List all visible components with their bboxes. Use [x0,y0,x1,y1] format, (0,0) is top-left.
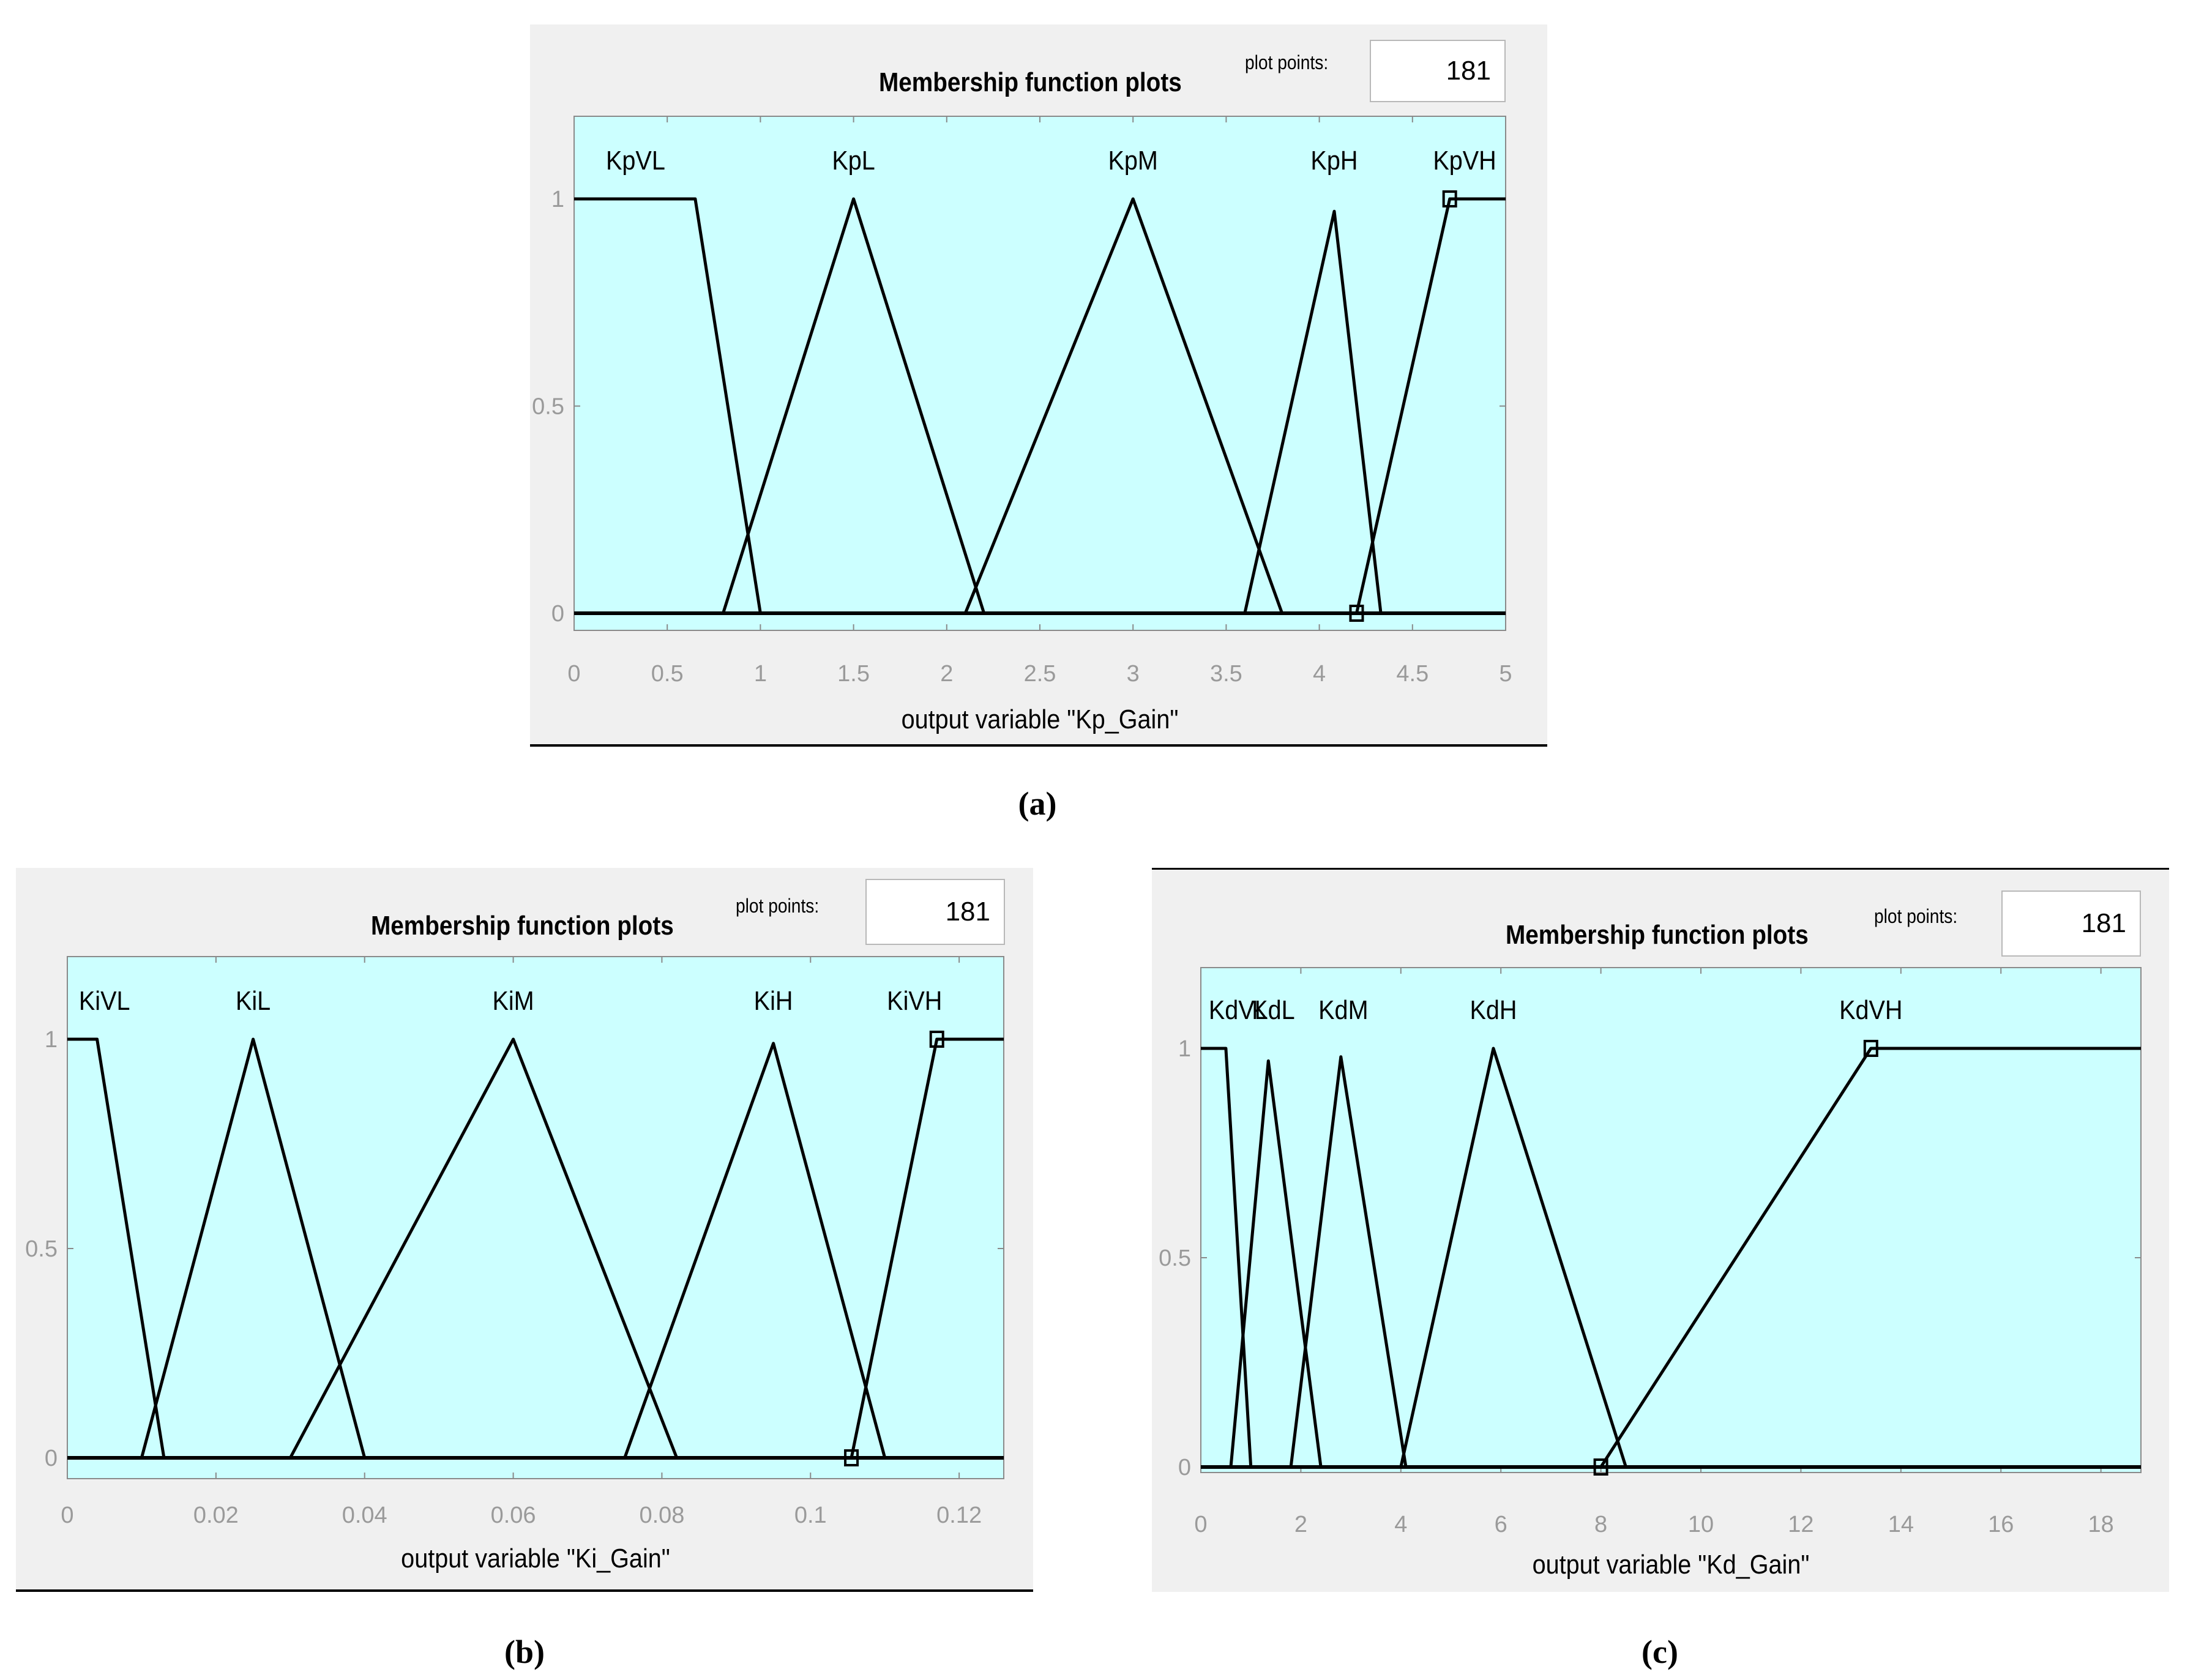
x-tick-label: 2 [1294,1512,1307,1537]
x-tick-label: 3 [1127,661,1140,687]
x-tick-label: 1 [754,661,767,687]
x-tick-label: 4.5 [1396,661,1429,687]
mf-handle [1442,190,1457,207]
x-tick-label: 4 [1313,661,1326,687]
plot-points-input[interactable] [865,879,1005,945]
mf-curve-kim [289,1037,679,1459]
x-axis-label: output variable "Ki_Gain" [401,1543,670,1573]
mf-curve-kpvl [574,197,762,614]
mf-label-kdm: KdM [1318,995,1368,1025]
chart-kp-gain[interactable]: 0 0.5 1 0 0.5 1 1.5 2 2.5 3 3.5 4 4.5 5 KpVL KpL KpM KpH K… [530,24,1547,747]
x-tick-label: 0 [1194,1512,1207,1537]
x-tick-label: 14 [1888,1512,1914,1537]
x-tick-label: 16 [1988,1512,2014,1537]
mf-curve-kdm [1289,1055,1408,1468]
y-tick-label: 1 [551,187,564,212]
x-tick-label: 18 [2088,1512,2113,1537]
mf-label-kph: KpH [1310,145,1358,175]
mf-handle [1863,1040,1878,1057]
y-tick-label: 0.5 [1159,1245,1191,1271]
mf-curve-kdh [1399,1047,1627,1468]
x-tick-label: 0.06 [491,1503,536,1528]
mf-curve-kih [623,1042,887,1458]
x-tick-label: 5 [1499,661,1512,687]
mf-label-kim: KiM [492,985,534,1015]
membership-panel-kd: Membership function plots plot points: 0… [1152,868,2169,1592]
y-tick-label: 1 [1178,1036,1191,1062]
plot-points-input[interactable] [2001,890,2141,957]
plot-points-label: plot points: [1874,905,1958,927]
x-tick-label: 4 [1394,1512,1407,1537]
mf-curve-kivh [850,1037,1004,1458]
x-tick-label: 6 [1495,1512,1507,1537]
mf-curve-kdvh [1599,1047,2141,1468]
x-tick-label: 8 [1594,1512,1607,1537]
x-tick-label: 3.5 [1210,661,1242,687]
mf-label-kpvl: KpVL [606,145,665,175]
x-tick-label: 2 [940,661,953,687]
mf-label-kpvh: KpVH [1433,145,1496,175]
y-tick-label: 0 [551,601,564,627]
caption-b: (b) [504,1633,545,1670]
mf-handle [1349,605,1364,622]
y-tick-label: 0 [1178,1455,1191,1480]
x-tick-label: 2.5 [1024,661,1056,687]
axes-area [573,116,1506,631]
panel-title: Membership function plots [879,67,1182,97]
mf-handle [844,1449,859,1466]
mf-curve-kpl [722,197,986,614]
x-tick-label: 10 [1688,1512,1714,1537]
mf-curve-kil [140,1037,367,1458]
x-tick-label: 0.5 [651,661,684,687]
axes-area [1200,967,2142,1473]
x-axis-label: output variable "Kd_Gain" [1533,1549,1810,1579]
mf-label-kil: KiL [236,985,271,1015]
mf-label-kdvh: KdVH [1839,995,1902,1025]
mf-curve-kph [1243,209,1383,614]
mf-label-kdh: KdH [1470,995,1517,1025]
mf-label-kpl: KpL [832,145,875,175]
x-tick-label: 1.5 [837,661,870,687]
axes-area [67,956,1004,1479]
mf-curve-kpvh [1355,197,1506,614]
mf-curve-kdl [1229,1059,1323,1468]
panel-title: Membership function plots [1506,920,1809,950]
x-axis-label: output variable "Kp_Gain" [902,704,1179,734]
y-tick-label: 0 [45,1446,58,1471]
membership-panel-kp: Membership function plots plot points: 0… [530,24,1547,747]
x-tick-label: 0.08 [639,1503,684,1528]
y-tick-label: 1 [45,1027,58,1053]
mf-label-kivh: KiVH [887,985,942,1015]
x-tick-label: 0 [567,661,580,687]
mf-label-kpm: KpM [1108,145,1157,175]
mf-label-kdl: KdL [1252,995,1294,1025]
plot-points-label: plot points: [736,895,820,917]
plot-points-label: plot points: [1245,51,1329,73]
mf-curve-kivl [67,1037,166,1458]
y-tick-label: 0.5 [532,394,564,420]
x-tick-label: 0.12 [936,1503,982,1528]
x-tick-label: 0 [61,1503,73,1528]
y-tick-label: 0.5 [25,1236,58,1262]
mf-label-kivl: KiVL [79,985,130,1015]
panel-title: Membership function plots [371,911,674,941]
caption-c: (c) [1642,1633,1678,1670]
mf-label-kdvl: KdVL [1209,995,1268,1025]
mf-curve-kpm [963,197,1284,614]
x-tick-label: 0.1 [794,1503,827,1528]
plot-points-input[interactable] [1370,40,1506,102]
caption-a: (a) [1018,785,1057,822]
mf-label-kih: KiH [754,985,793,1015]
x-tick-label: 0.02 [193,1503,239,1528]
x-tick-label: 0.04 [342,1503,387,1528]
mf-handle [929,1031,944,1048]
membership-panel-ki: Membership function plots plot points: 0… [16,868,1033,1592]
chart-ki-gain[interactable]: 0 0.5 1 0 0.02 0.04 0.06 0.08 0.1 0.12 KiVL KiL KiM K… [16,868,1033,1592]
mf-handle [1593,1458,1608,1476]
x-tick-label: 12 [1788,1512,1813,1537]
